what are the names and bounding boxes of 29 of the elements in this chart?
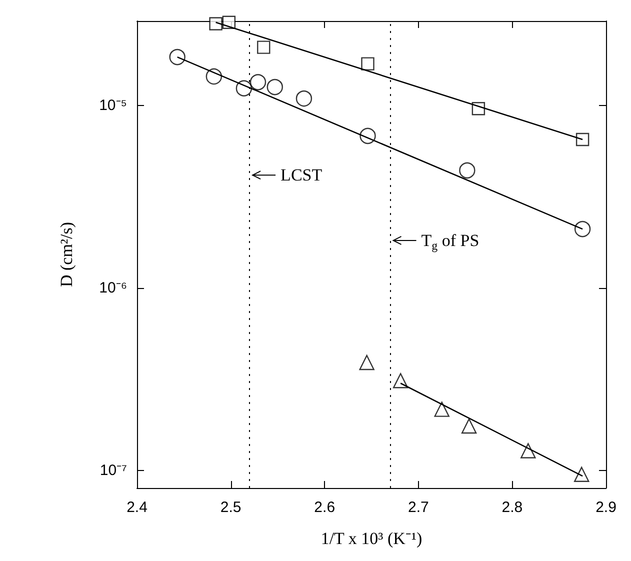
x-tick-label: 2.9	[596, 499, 616, 516]
point	[459, 162, 476, 179]
point	[209, 17, 222, 30]
x-tick-label: 2.4	[126, 499, 148, 516]
x-tick-label: 2.8	[502, 499, 523, 516]
x-axis-title: 1/T x 10³ (K⁻¹)	[320, 529, 422, 548]
point	[574, 220, 591, 238]
x-tick-label: 2.7	[408, 499, 429, 516]
point	[576, 132, 590, 146]
point	[520, 443, 536, 458]
y-axis-title: D (cm²/s)	[57, 222, 76, 288]
point	[361, 57, 374, 70]
point	[359, 354, 374, 370]
y-tick-label: 10⁻⁵	[99, 96, 127, 114]
x-tick-label: 2.6	[314, 499, 336, 516]
x-tick-label: 2.5	[220, 499, 242, 516]
point	[461, 418, 477, 434]
ref-line-label: LCST	[280, 166, 323, 185]
point	[206, 68, 222, 85]
point	[257, 40, 270, 54]
y-tick-label: 10⁻⁷	[100, 462, 127, 479]
point	[392, 373, 408, 388]
point	[574, 466, 590, 482]
point	[296, 90, 312, 107]
point	[250, 74, 266, 90]
point	[266, 78, 283, 96]
point	[169, 48, 186, 66]
y-tick-label: 10⁻⁶	[99, 279, 127, 296]
point	[434, 402, 450, 417]
